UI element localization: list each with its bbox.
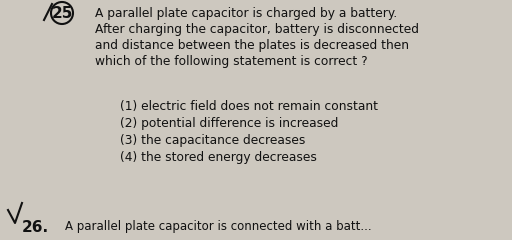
Text: (1) electric field does not remain constant: (1) electric field does not remain const… — [120, 100, 378, 113]
Text: (2) potential difference is increased: (2) potential difference is increased — [120, 117, 338, 130]
Text: (4) the stored energy decreases: (4) the stored energy decreases — [120, 151, 317, 164]
Text: (3) the capacitance decreases: (3) the capacitance decreases — [120, 134, 305, 147]
Text: 26.: 26. — [22, 220, 49, 235]
Text: and distance between the plates is decreased then: and distance between the plates is decre… — [95, 39, 409, 52]
Text: A parallel plate capacitor is charged by a battery.: A parallel plate capacitor is charged by… — [95, 7, 397, 20]
Text: After charging the capacitor, battery is disconnected: After charging the capacitor, battery is… — [95, 23, 419, 36]
Text: A parallel plate capacitor is connected with a batt...: A parallel plate capacitor is connected … — [65, 220, 372, 233]
Text: 25: 25 — [51, 6, 73, 20]
Text: which of the following statement is correct ?: which of the following statement is corr… — [95, 55, 368, 68]
